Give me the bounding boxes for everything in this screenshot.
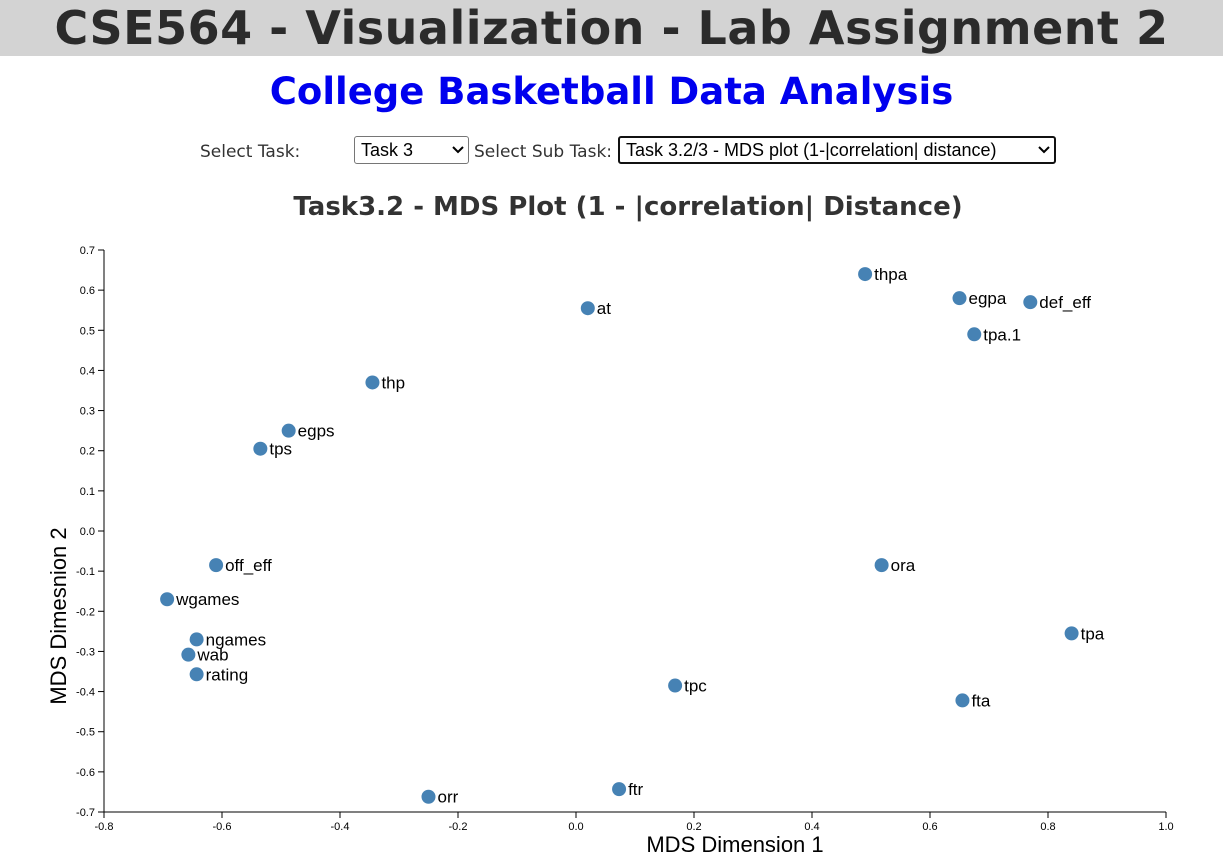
data-point bbox=[1023, 295, 1038, 310]
data-point bbox=[580, 301, 595, 316]
data-point-label: tps bbox=[269, 440, 292, 459]
subtask-select-value: Task 3.2/3 - MDS plot (1-|correlation| d… bbox=[626, 140, 997, 160]
y-tick-label: 0.3 bbox=[80, 406, 95, 418]
y-tick-label: -0.7 bbox=[76, 807, 95, 819]
chevron-down-icon bbox=[1038, 138, 1050, 162]
data-point bbox=[858, 267, 873, 282]
y-tick-label: -0.3 bbox=[76, 646, 95, 658]
y-tick-label: -0.5 bbox=[76, 727, 95, 739]
page-subtitle: College Basketball Data Analysis bbox=[269, 70, 954, 113]
x-tick-label: 0.4 bbox=[804, 821, 819, 833]
y-tick-label: -0.4 bbox=[76, 687, 95, 699]
chevron-down-icon bbox=[452, 137, 464, 163]
data-point-label: tpa.1 bbox=[983, 325, 1021, 344]
data-point-label: at bbox=[597, 299, 611, 318]
y-tick-label: -0.6 bbox=[76, 767, 95, 779]
y-tick-label: 0.1 bbox=[80, 486, 95, 498]
data-point-label: egps bbox=[298, 422, 335, 441]
data-point bbox=[421, 789, 436, 804]
x-tick-label: 0.0 bbox=[568, 821, 583, 833]
data-point-label: tpa bbox=[1081, 624, 1105, 643]
y-tick-label: 0.2 bbox=[80, 446, 95, 458]
subtask-select[interactable]: Task 3.2/3 - MDS plot (1-|correlation| d… bbox=[618, 136, 1056, 164]
controls-bar: Select Task: Task 3 Select Sub Task: Tas… bbox=[0, 136, 1223, 166]
x-tick-label: -0.8 bbox=[95, 821, 114, 833]
data-point-label: ftr bbox=[628, 780, 643, 799]
task-select[interactable]: Task 3 bbox=[354, 136, 469, 164]
data-point-label: orr bbox=[438, 788, 459, 807]
x-tick-label: 1.0 bbox=[1158, 821, 1173, 833]
data-point bbox=[1064, 626, 1079, 641]
data-point bbox=[253, 441, 268, 456]
x-axis-title: MDS Dimension 1 bbox=[646, 832, 823, 857]
data-point-label: thp bbox=[381, 373, 405, 392]
data-point bbox=[668, 678, 683, 693]
x-tick-label: -0.6 bbox=[213, 821, 232, 833]
y-tick-label: 0.4 bbox=[80, 365, 95, 377]
data-point bbox=[281, 423, 296, 438]
data-point-label: wab bbox=[196, 646, 228, 665]
data-point-label: ngames bbox=[206, 630, 266, 649]
data-point bbox=[612, 782, 627, 797]
data-point-label: tpc bbox=[684, 677, 707, 696]
data-point bbox=[209, 558, 224, 573]
data-point bbox=[365, 375, 380, 390]
data-point-label: wgames bbox=[175, 590, 239, 609]
data-point bbox=[181, 647, 196, 662]
x-tick-label: -0.2 bbox=[449, 821, 468, 833]
data-point bbox=[189, 632, 204, 647]
y-tick-label: -0.1 bbox=[76, 566, 95, 578]
data-point-label: rating bbox=[206, 665, 249, 684]
data-point-label: fta bbox=[971, 691, 990, 710]
task-select-value: Task 3 bbox=[361, 140, 414, 160]
data-point-label: egpa bbox=[969, 289, 1007, 308]
data-point-label: def_eff bbox=[1039, 293, 1091, 312]
data-point bbox=[955, 693, 970, 708]
data-point-label: ora bbox=[891, 556, 916, 575]
data-point-label: off_eff bbox=[225, 556, 272, 575]
subtask-label: Select Sub Task: bbox=[474, 142, 613, 162]
task-label: Select Task: bbox=[200, 142, 301, 162]
x-tick-label: -0.4 bbox=[331, 821, 350, 833]
x-tick-label: 0.2 bbox=[686, 821, 701, 833]
y-tick-label: 0.7 bbox=[80, 245, 95, 257]
chart-title: Task3.2 - MDS Plot (1 - |correlation| Di… bbox=[293, 192, 963, 222]
y-tick-label: 0.6 bbox=[80, 285, 95, 297]
data-point bbox=[189, 667, 204, 682]
y-tick-label: -0.2 bbox=[76, 606, 95, 618]
data-point-label: thpa bbox=[874, 265, 908, 284]
y-axis-title: MDS Dimesnion 2 bbox=[46, 527, 71, 704]
x-tick-label: 0.8 bbox=[1040, 821, 1055, 833]
data-point bbox=[967, 327, 982, 342]
data-point bbox=[874, 558, 889, 573]
data-point bbox=[952, 291, 967, 306]
y-tick-label: 0.5 bbox=[80, 325, 95, 337]
y-tick-label: 0.0 bbox=[80, 526, 95, 538]
top-banner: CSE564 - Visualization - Lab Assignment … bbox=[0, 0, 1223, 56]
page-title: CSE564 - Visualization - Lab Assignment … bbox=[54, 1, 1169, 55]
x-tick-label: 0.6 bbox=[922, 821, 937, 833]
data-point bbox=[160, 592, 175, 607]
